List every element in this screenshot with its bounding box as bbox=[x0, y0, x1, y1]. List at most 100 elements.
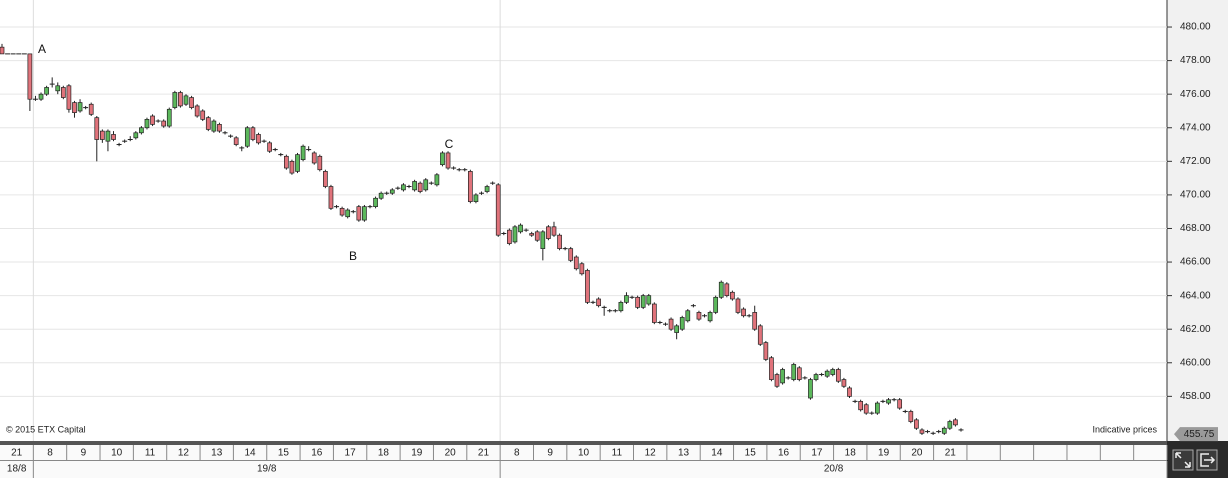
candle-body bbox=[445, 152, 451, 169]
candle-body bbox=[668, 318, 674, 330]
fullscreen-button[interactable] bbox=[1172, 449, 1194, 471]
date-label: 20/8 bbox=[824, 464, 844, 475]
candle-body bbox=[484, 186, 490, 192]
candle-body bbox=[813, 374, 819, 380]
candle-body bbox=[345, 209, 351, 218]
x-tick-label: 18 bbox=[378, 448, 390, 459]
candle-body bbox=[534, 231, 540, 241]
candle-body bbox=[77, 102, 83, 112]
export-button[interactable] bbox=[1196, 449, 1218, 471]
candle-body bbox=[267, 142, 272, 152]
current-price-box bbox=[1180, 427, 1218, 442]
candle-body bbox=[546, 226, 551, 239]
candle-body bbox=[518, 224, 523, 233]
candle-body bbox=[183, 95, 189, 105]
candle-body bbox=[467, 171, 473, 202]
candle-body bbox=[373, 197, 378, 208]
candle-body bbox=[434, 174, 440, 186]
fullscreen-icon bbox=[1175, 452, 1191, 468]
date-label: 19/8 bbox=[257, 464, 277, 475]
candle-body bbox=[635, 296, 640, 308]
candle-body bbox=[100, 130, 105, 140]
candle-body bbox=[144, 119, 150, 129]
x-tick-label: 21 bbox=[945, 448, 957, 459]
candle-body bbox=[194, 105, 200, 117]
candle-body bbox=[389, 189, 395, 194]
candle-body bbox=[568, 248, 574, 261]
candle-body bbox=[217, 124, 222, 132]
candle-body bbox=[60, 87, 66, 98]
x-tick-label: 11 bbox=[145, 448, 156, 459]
candle-body bbox=[640, 295, 646, 308]
y-tick-label: 472.00 bbox=[1180, 156, 1211, 167]
candle-body bbox=[356, 206, 362, 221]
candle-body bbox=[651, 303, 657, 323]
candle-body bbox=[495, 184, 501, 236]
x-tick-label: 17 bbox=[811, 448, 823, 459]
candle-body bbox=[769, 357, 774, 380]
y-tick-label: 464.00 bbox=[1180, 290, 1211, 301]
x-tick-label: 8 bbox=[514, 448, 520, 459]
x-tick-label: 17 bbox=[345, 448, 357, 459]
candle-body bbox=[440, 152, 445, 166]
y-tick-label: 462.00 bbox=[1180, 324, 1211, 335]
candle-body bbox=[401, 184, 406, 191]
candle-body bbox=[284, 155, 289, 169]
candle-body bbox=[774, 374, 780, 387]
x-tick-label: 8 bbox=[47, 448, 53, 459]
candle-body bbox=[66, 85, 72, 110]
candle-body bbox=[55, 85, 61, 92]
time-axis-bar bbox=[0, 441, 1167, 445]
candle-body bbox=[529, 233, 535, 236]
candle-body bbox=[741, 308, 746, 317]
y-tick-label: 470.00 bbox=[1180, 190, 1211, 201]
x-tick-label: 21 bbox=[11, 448, 23, 459]
candle-body bbox=[685, 310, 691, 322]
candle-body bbox=[730, 291, 735, 300]
candle-body bbox=[646, 295, 652, 305]
candle-body bbox=[863, 404, 869, 414]
x-tick-label: 20 bbox=[911, 448, 923, 459]
y-tick-label: 468.00 bbox=[1180, 223, 1211, 234]
candle-body bbox=[311, 152, 317, 164]
candle-body bbox=[44, 87, 49, 95]
export-icon bbox=[1200, 453, 1216, 467]
x-tick-label: 13 bbox=[678, 448, 690, 459]
x-tick-label: 10 bbox=[578, 448, 590, 459]
x-tick-label: 21 bbox=[478, 448, 490, 459]
current-price-pointer bbox=[1174, 427, 1180, 442]
candle-body bbox=[808, 379, 813, 399]
candle-body bbox=[763, 342, 769, 360]
candle-body bbox=[914, 419, 919, 429]
candle-body bbox=[897, 399, 903, 409]
price-axis-background bbox=[1167, 0, 1228, 441]
candle-body bbox=[161, 120, 167, 127]
y-tick-label: 458.00 bbox=[1180, 391, 1211, 402]
y-tick-label: 478.00 bbox=[1180, 55, 1211, 66]
candle-body bbox=[150, 115, 155, 125]
candle-body bbox=[166, 108, 172, 127]
candle-body bbox=[585, 270, 590, 303]
time-axis-background bbox=[0, 445, 1167, 478]
candle-body bbox=[757, 325, 763, 345]
candle-body bbox=[256, 134, 261, 144]
candle-body bbox=[858, 401, 863, 411]
candle-body bbox=[417, 182, 423, 192]
candle-body bbox=[674, 325, 679, 333]
candle-body bbox=[423, 179, 429, 191]
candle-body bbox=[847, 387, 852, 397]
candle-body bbox=[796, 367, 802, 380]
candle-body bbox=[244, 127, 250, 147]
candle-body bbox=[189, 97, 194, 108]
y-tick-label: 466.00 bbox=[1180, 257, 1211, 268]
candle-body bbox=[679, 317, 685, 330]
annotation: B bbox=[349, 249, 357, 263]
candle-body bbox=[824, 370, 830, 377]
candle-body bbox=[133, 132, 139, 139]
candle-body bbox=[362, 206, 367, 221]
candle-body bbox=[953, 419, 958, 426]
candle-body bbox=[596, 298, 601, 307]
y-tick-label: 460.00 bbox=[1180, 357, 1211, 368]
candle-body bbox=[300, 145, 306, 160]
